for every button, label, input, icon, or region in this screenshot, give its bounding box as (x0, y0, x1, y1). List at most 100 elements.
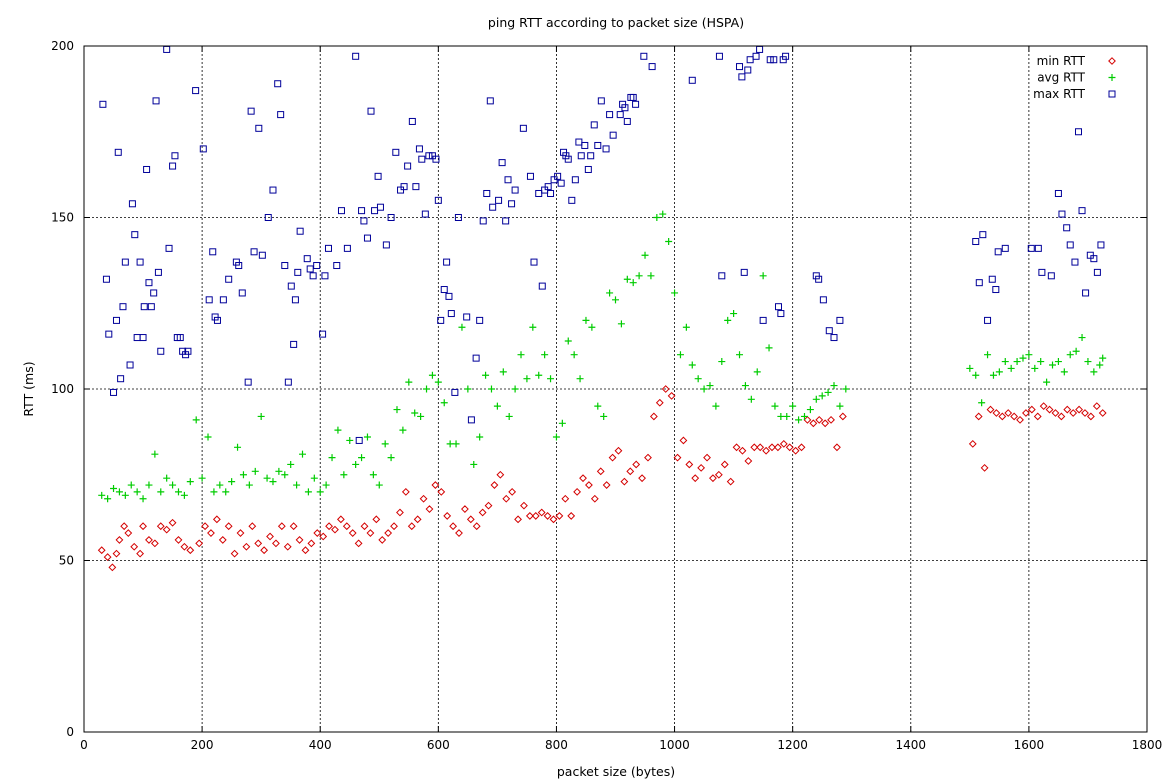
data-point (685, 460, 694, 469)
data-point (531, 512, 540, 520)
data-point (198, 474, 206, 482)
data-point (489, 203, 497, 211)
data-point (163, 45, 171, 53)
data-point (121, 258, 129, 266)
data-point (334, 426, 342, 434)
y-tick-label: 0 (66, 725, 74, 739)
data-point (284, 378, 292, 386)
data-point (644, 453, 652, 462)
data-point (124, 529, 133, 537)
data-point (833, 443, 841, 452)
data-point (316, 488, 324, 496)
data-point (115, 488, 123, 496)
data-point (629, 279, 637, 287)
data-point (360, 217, 368, 225)
data-point (795, 416, 803, 424)
data-point (587, 152, 595, 160)
data-point (98, 491, 106, 499)
data-point (966, 364, 974, 372)
x-tick-label: 1600 (1014, 738, 1045, 752)
data-point (590, 494, 599, 503)
data-point (139, 522, 147, 531)
data-point (484, 501, 493, 510)
data-point (1051, 409, 1060, 417)
data-point (712, 402, 720, 410)
data-point (152, 97, 160, 105)
data-point (1069, 409, 1078, 417)
data-point (564, 155, 572, 163)
data-point (401, 487, 410, 496)
legend-label: max RTT (1033, 87, 1086, 101)
data-point (995, 368, 1003, 376)
data-point (463, 313, 471, 321)
data-point (756, 443, 765, 452)
data-point (372, 515, 381, 524)
data-point (352, 460, 360, 468)
data-point (143, 165, 151, 173)
data-point (697, 463, 706, 472)
data-point (235, 262, 243, 270)
data-point (250, 248, 258, 256)
data-point (653, 214, 661, 221)
data-point (139, 495, 147, 503)
data-point (222, 488, 230, 496)
data-point (150, 289, 158, 297)
data-point (425, 152, 433, 160)
data-point (759, 272, 767, 280)
data-point (150, 539, 159, 548)
data-point (371, 207, 379, 215)
data-point (112, 316, 120, 324)
data-point (216, 481, 224, 489)
data-point (449, 522, 458, 531)
data-point (412, 183, 420, 191)
data-point (363, 433, 371, 441)
data-point (201, 522, 209, 531)
data-point (730, 310, 738, 318)
data-point (458, 323, 466, 331)
data-point (303, 255, 311, 263)
data-point (602, 481, 611, 489)
data-point (404, 162, 412, 170)
data-point (392, 148, 400, 156)
data-point (519, 124, 527, 132)
data-point (627, 93, 635, 101)
data-point (1004, 409, 1013, 417)
data-point (431, 481, 440, 489)
data-point (815, 275, 823, 283)
data-point (694, 375, 702, 383)
data-point (1013, 358, 1021, 366)
data-point (174, 488, 182, 496)
data-point (446, 440, 454, 448)
data-point (99, 100, 107, 108)
data-point (400, 183, 408, 191)
data-point (476, 316, 484, 324)
data-point (549, 515, 558, 524)
data-point (1075, 405, 1083, 414)
data-point (1043, 378, 1051, 386)
data-point (554, 172, 562, 180)
data-point (602, 145, 610, 153)
data-point (272, 539, 280, 548)
x-tick-label: 1200 (777, 738, 808, 752)
data-point (608, 453, 617, 462)
data-point (343, 244, 351, 252)
data-point (688, 76, 696, 84)
data-point (399, 426, 407, 434)
data-point (396, 508, 404, 517)
data-point (667, 391, 676, 400)
data-point (255, 124, 263, 132)
x-tick-label: 0 (80, 738, 88, 752)
data-point (638, 474, 646, 483)
data-point (110, 388, 118, 396)
data-point (248, 522, 257, 531)
data-point (483, 189, 491, 197)
data-point (126, 361, 134, 369)
data-point (319, 532, 328, 541)
data-point (174, 536, 183, 544)
data-point (1025, 351, 1033, 359)
data-point (504, 176, 512, 184)
data-point (476, 433, 484, 441)
data-point (393, 406, 401, 414)
data-point (547, 189, 555, 197)
